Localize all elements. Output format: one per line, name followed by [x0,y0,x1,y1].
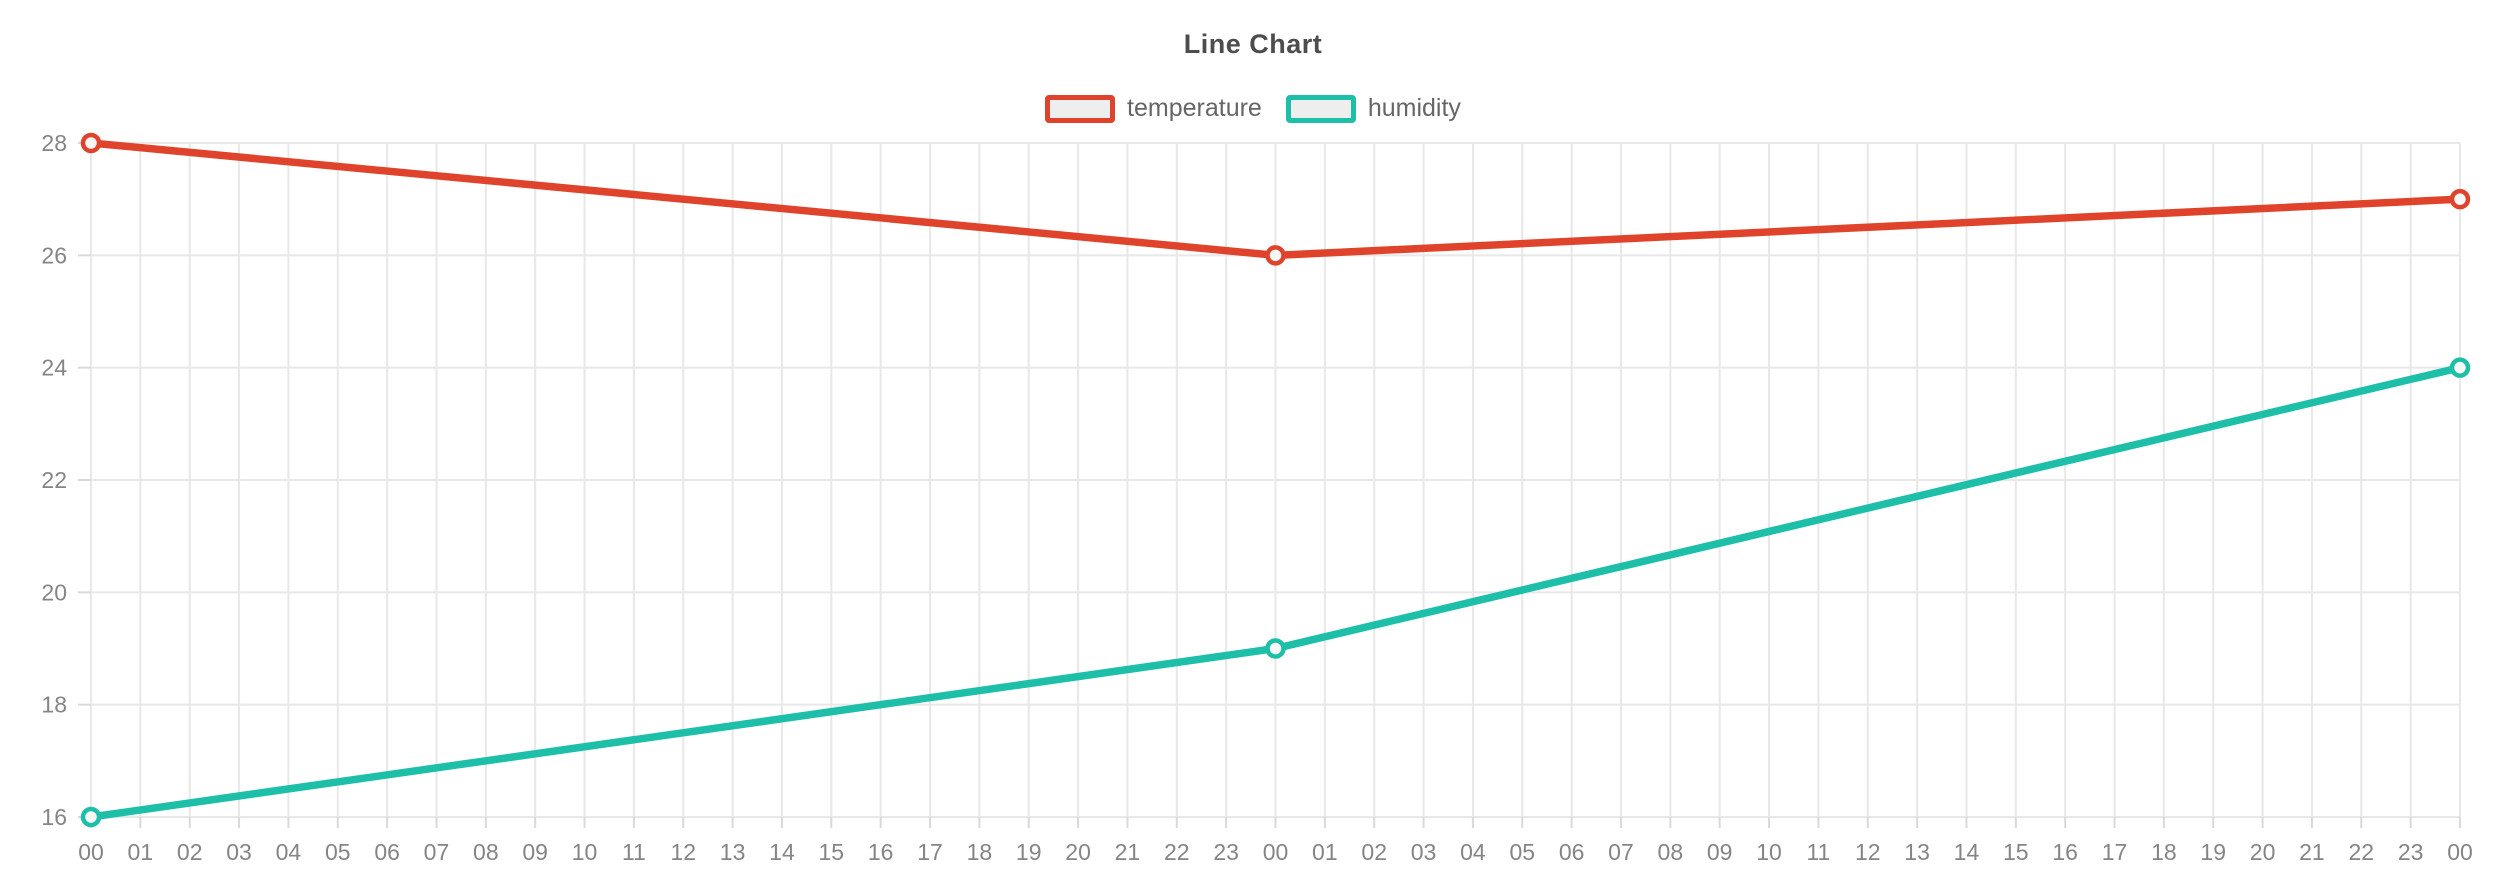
x-tick-label: 03 [1411,839,1437,865]
legend-swatch-humidity [1285,94,1356,123]
x-tick-label: 01 [128,839,154,865]
x-tick-label: 10 [572,839,598,865]
y-tick-label: 16 [41,804,67,830]
y-tick-label: 28 [41,130,67,156]
x-tick-label: 23 [2398,839,2424,865]
data-point-temperature [80,132,102,154]
x-tick-label: 09 [1707,839,1733,865]
x-tick-label: 22 [2348,839,2374,865]
data-point-humidity [80,806,102,828]
x-tick-label: 17 [2102,839,2128,865]
x-tick-label: 06 [374,839,400,865]
chart-title: Line Chart [1183,29,1323,59]
x-tick-label: 05 [1509,839,1535,865]
x-tick-label: 18 [2151,839,2177,865]
x-tick-label: 20 [1065,839,1091,865]
x-tick-label: 14 [1954,839,1980,865]
x-tick-label: 18 [967,839,993,865]
x-tick-label: 05 [325,839,351,865]
x-tick-label: 07 [1608,839,1634,865]
x-axis-labels: 00 01 02 03 04 05 06 07 08 09 10 11 12 13 14 15 16 17 18 19… [78,839,2473,865]
data-point-humidity [1265,638,1286,659]
x-tick-label: 10 [1756,839,1782,865]
data-point-humidity [2449,357,2471,378]
chart-legend: temperature humidity [0,94,2506,123]
axis-ticks [78,142,2461,828]
y-tick-label: 18 [41,692,67,718]
x-tick-label: 12 [1855,839,1881,865]
x-tick-label: 02 [1361,839,1387,865]
x-tick-label: 19 [2200,839,2226,865]
x-tick-label: 11 [1806,839,1830,865]
y-axis-labels: 16 18 20 22 24 26 28 [41,130,67,830]
legend-label: temperature [1127,94,1262,122]
x-tick-label: 16 [868,839,894,865]
x-tick-label: 17 [917,839,943,865]
x-tick-label: 14 [769,839,795,865]
y-tick-label: 24 [41,355,67,381]
series-temperature [80,132,2471,266]
x-tick-label: 04 [276,839,302,865]
x-tick-label: 20 [2250,839,2276,865]
x-tick-label: 16 [2052,839,2078,865]
x-tick-label: 13 [720,839,746,865]
x-tick-label: 02 [177,839,203,865]
legend-item-humidity[interactable]: humidity [1285,94,1461,123]
legend-item-temperature[interactable]: temperature [1045,94,1262,123]
x-tick-label: 15 [819,839,845,865]
x-tick-label: 00 [2447,839,2473,865]
y-tick-label: 26 [41,242,67,268]
x-tick-label: 00 [1263,839,1289,865]
x-tick-label: 21 [1115,839,1141,865]
x-tick-label: 09 [522,839,548,865]
x-tick-label: 22 [1164,839,1190,865]
x-tick-label: 08 [1658,839,1684,865]
x-tick-label: 13 [1904,839,1930,865]
x-tick-label: 21 [2299,839,2325,865]
y-tick-label: 22 [41,467,67,493]
data-point-temperature [1265,245,1286,266]
x-tick-label: 19 [1016,839,1042,865]
x-tick-label: 08 [473,839,499,865]
series-humidity [80,357,2471,828]
x-tick-label: 04 [1460,839,1486,865]
x-tick-label: 06 [1559,839,1585,865]
x-tick-label: 11 [622,839,646,865]
legend-label: humidity [1367,94,1461,122]
x-tick-label: 15 [2003,839,2029,865]
legend-swatch-temperature [1045,94,1116,123]
x-tick-label: 12 [670,839,696,865]
x-tick-label: 00 [78,839,104,865]
y-tick-label: 20 [41,579,67,605]
grid-lines [90,142,2461,818]
x-tick-label: 23 [1213,839,1239,865]
x-tick-label: 01 [1312,839,1338,865]
x-tick-label: 03 [226,839,252,865]
data-point-temperature [2449,188,2471,210]
x-tick-label: 07 [424,839,450,865]
